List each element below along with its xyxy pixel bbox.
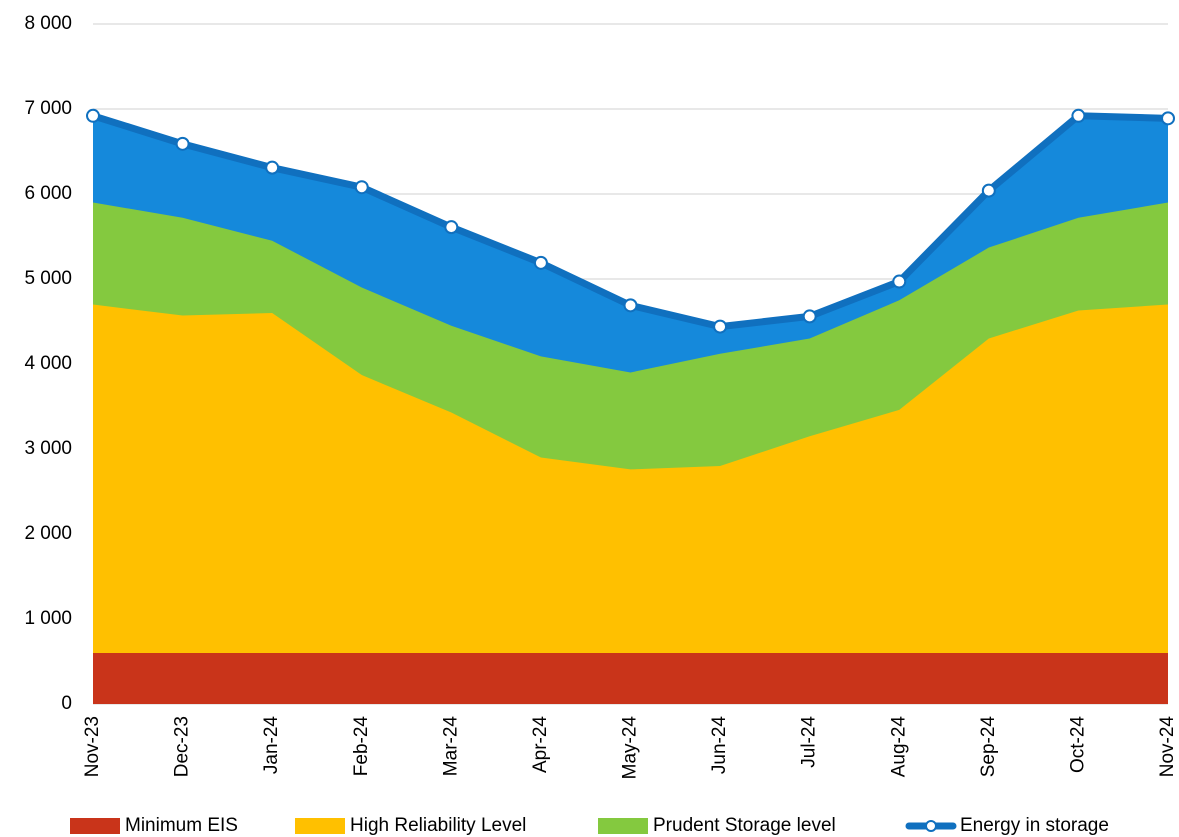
marker bbox=[713, 319, 728, 334]
x-tick-label: Oct-24 bbox=[1067, 716, 1088, 773]
x-tick-label: May-24 bbox=[620, 716, 641, 780]
legend-swatch bbox=[295, 818, 345, 834]
marker bbox=[892, 274, 907, 289]
marker bbox=[265, 160, 280, 175]
x-tick-label: Nov-24 bbox=[1157, 716, 1178, 778]
y-tick-label: 2 000 bbox=[24, 523, 72, 544]
marker bbox=[981, 183, 996, 198]
x-tick-label: Jul-24 bbox=[799, 716, 820, 768]
legend-swatch bbox=[598, 818, 648, 834]
marker bbox=[1161, 111, 1175, 126]
legend-swatch bbox=[70, 818, 120, 834]
x-tick-label: Dec-23 bbox=[172, 716, 193, 777]
y-tick-label: 6 000 bbox=[24, 183, 72, 204]
legend-marker bbox=[925, 820, 937, 832]
x-tick-label: Jun-24 bbox=[709, 716, 730, 775]
y-tick-label: 3 000 bbox=[24, 438, 72, 459]
legend-label: Minimum EIS bbox=[125, 815, 238, 836]
x-tick-label: Sep-24 bbox=[978, 716, 999, 778]
legend-label: High Reliability Level bbox=[350, 815, 526, 836]
marker bbox=[354, 180, 369, 195]
legend-label: Prudent Storage level bbox=[653, 815, 836, 836]
marker bbox=[802, 309, 817, 324]
area bbox=[93, 304, 1168, 704]
x-tick-label: Nov-23 bbox=[82, 716, 103, 777]
marker bbox=[1071, 108, 1086, 123]
y-tick-label: 4 000 bbox=[24, 353, 72, 374]
y-tick-label: 7 000 bbox=[24, 98, 72, 119]
x-tick-label: Feb-24 bbox=[351, 716, 372, 777]
y-tick-label: 0 bbox=[61, 693, 72, 714]
legend-label: Energy in storage bbox=[960, 815, 1109, 836]
x-tick-label: Mar-24 bbox=[440, 716, 461, 777]
x-tick-label: Aug-24 bbox=[888, 716, 909, 778]
marker bbox=[444, 220, 459, 235]
marker bbox=[86, 108, 100, 123]
marker bbox=[533, 255, 548, 270]
marker bbox=[175, 136, 190, 151]
area bbox=[93, 653, 1168, 704]
y-tick-label: 8 000 bbox=[24, 13, 72, 34]
x-tick-label: Apr-24 bbox=[530, 716, 551, 773]
marker bbox=[623, 298, 638, 313]
y-tick-label: 1 000 bbox=[24, 608, 72, 629]
x-tick-label: Jan-24 bbox=[261, 716, 282, 775]
y-tick-label: 5 000 bbox=[24, 268, 72, 289]
